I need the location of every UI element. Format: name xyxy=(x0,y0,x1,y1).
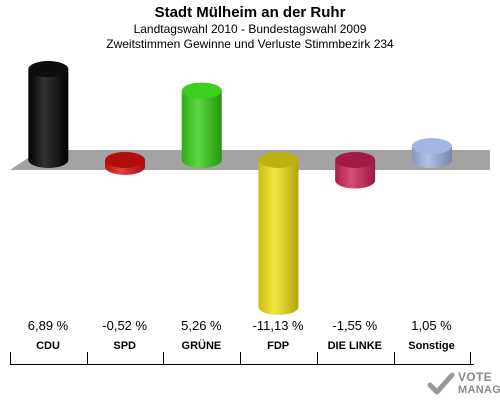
value-label: 6,89 % xyxy=(27,318,69,333)
bar-bottom-cap xyxy=(258,298,299,315)
bar-die-linke xyxy=(335,152,376,189)
bar-top-cap xyxy=(105,152,146,168)
category-label: GRÜNE xyxy=(181,340,222,352)
axis-tick xyxy=(470,352,472,364)
chart-subtitle-elections: Landtagswahl 2010 - Bundestagswahl 2009 xyxy=(133,22,367,36)
bar-grüne xyxy=(181,82,222,168)
value-label: 1,05 % xyxy=(411,318,452,333)
vote-manager-logo: VOTE MANAGER xyxy=(424,368,500,400)
category-axis-line xyxy=(10,364,474,365)
bar-top-cap xyxy=(335,152,376,168)
axis-tick xyxy=(240,352,242,364)
value-label: 5,26 % xyxy=(181,318,222,333)
bar-top-cap xyxy=(181,82,222,99)
chart-title: Stadt Mülheim an der Ruhr xyxy=(154,4,346,21)
axis-tick xyxy=(316,352,318,364)
category-label: DIE LINKE xyxy=(327,340,382,352)
axis-tick xyxy=(86,352,88,364)
category-label: FDP xyxy=(267,340,290,352)
bar-bottom-cap xyxy=(181,152,222,168)
bar-spd xyxy=(105,152,146,175)
chart-titles: Stadt Mülheim an der Ruhr Landtagswahl 2… xyxy=(0,4,500,52)
value-label: -11,13 % xyxy=(252,318,304,333)
bar-sonstige xyxy=(411,138,452,168)
category-label: CDU xyxy=(36,340,60,352)
category-label: SPD xyxy=(113,340,136,352)
bar-body xyxy=(181,90,222,160)
logo-text-manager: MANAGER xyxy=(458,384,500,396)
bar-body xyxy=(28,69,69,160)
bar-cdu xyxy=(28,61,69,168)
axis-tick xyxy=(163,352,165,364)
bar-fdp xyxy=(258,152,299,315)
bar-bottom-cap xyxy=(28,152,69,168)
logo-text-vote: VOTE xyxy=(458,370,492,384)
bar-bottom-cap xyxy=(411,152,452,168)
bar-bottom-cap xyxy=(335,172,376,189)
axis-tick xyxy=(393,352,395,364)
value-label: -0,52 % xyxy=(102,318,148,333)
axis-tick xyxy=(10,352,11,364)
bar-body xyxy=(258,160,299,307)
bar-top-cap xyxy=(28,61,69,78)
chart-subtitle-district: Zweitstimmen Gewinne und Verluste Stimmb… xyxy=(106,37,394,51)
bar-top-cap xyxy=(411,138,452,155)
category-label: Sonstige xyxy=(408,340,455,352)
checkmark-icon xyxy=(427,372,455,395)
bar-top-cap xyxy=(258,152,299,168)
value-label: -1,55 % xyxy=(332,318,378,333)
